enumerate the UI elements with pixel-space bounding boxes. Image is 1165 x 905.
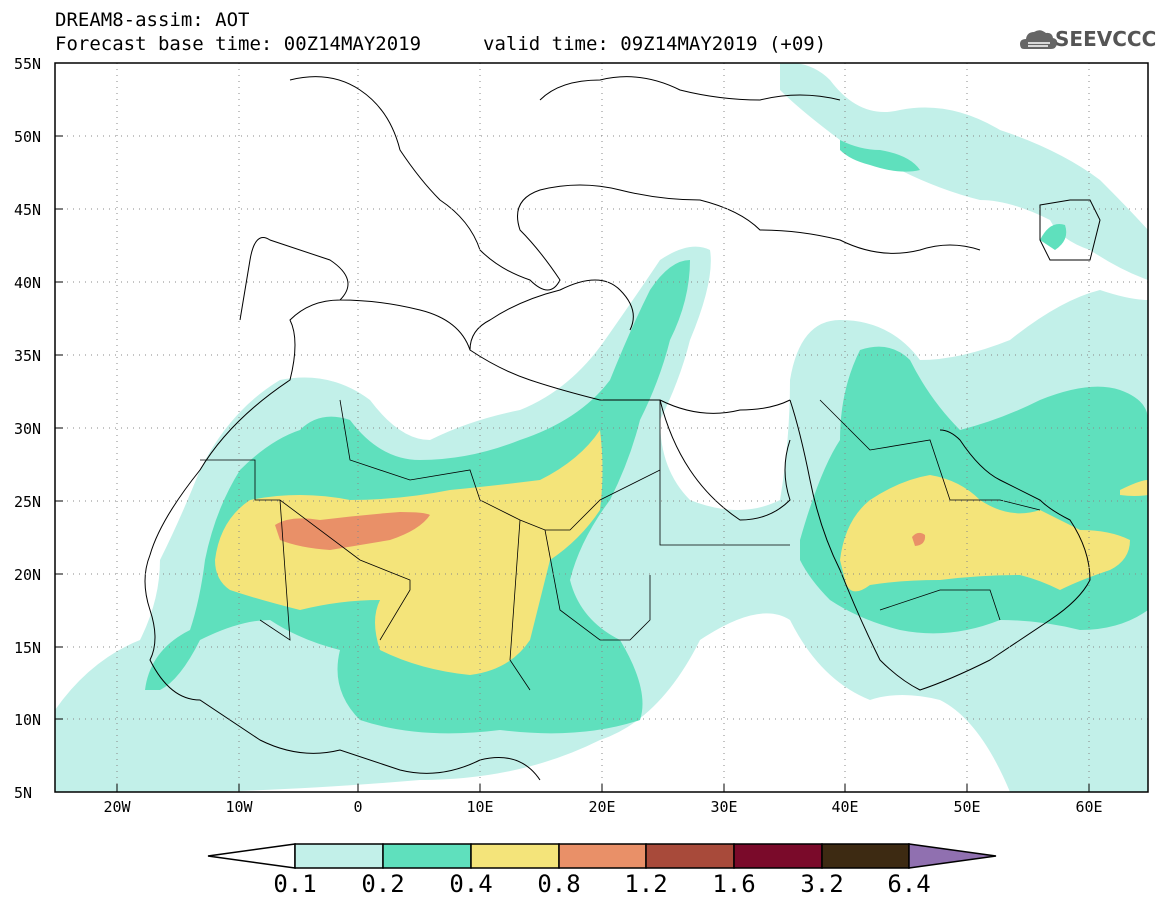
valid-time: valid time: 09Z14MAY2019 (+09) [483, 33, 827, 55]
lat-label: 50N [14, 128, 42, 146]
lat-label: 20N [14, 566, 42, 584]
lon-label: 60E [1075, 798, 1103, 816]
colorbar-bin-6 [733, 843, 823, 869]
aot-level-0-8 [275, 512, 926, 550]
colorbar-bin-2 [382, 843, 472, 869]
colorbar [207, 843, 997, 869]
cloud-icon [1020, 30, 1058, 49]
lon-label: 40E [831, 798, 859, 816]
lat-label: 10N [14, 711, 42, 729]
lat-label: 55N [14, 55, 42, 73]
lat-label: 5N [14, 784, 33, 802]
logo-text: SEEVCCC [1055, 27, 1157, 51]
lat-label: 40N [14, 274, 42, 292]
aot-level-0-4 [215, 430, 1148, 675]
colorbar-label: 0.4 [449, 870, 493, 898]
lon-label: 30E [710, 798, 738, 816]
gridlines [55, 63, 1148, 792]
coastlines [144, 76, 1101, 781]
colorbar-label: 1.2 [624, 870, 668, 898]
colorbar-under [207, 843, 296, 869]
aot-contours [55, 63, 1148, 792]
lon-label: 50E [953, 798, 981, 816]
lon-label: 10W [225, 798, 253, 816]
colorbar-over [908, 843, 997, 869]
lon-label: 20W [103, 798, 131, 816]
forecast-base-time: Forecast base time: 00Z14MAY2019 [55, 33, 422, 55]
colorbar-bin-5 [645, 843, 735, 869]
lon-label: 10E [466, 798, 494, 816]
lon-label: 0 [353, 798, 363, 816]
map-title: DREAM8-assim: AOT [55, 9, 250, 31]
colorbar-bin-4 [558, 843, 647, 869]
colorbar-label: 3.2 [800, 870, 844, 898]
lat-label: 15N [14, 639, 42, 657]
colorbar-label: 0.2 [361, 870, 405, 898]
colorbar-label: 0.8 [537, 870, 581, 898]
lat-label: 35N [14, 347, 42, 365]
country-borders [200, 399, 1041, 691]
colorbar-label: 0.1 [273, 870, 317, 898]
colorbar-bin-1 [294, 843, 384, 869]
lon-label: 20E [588, 798, 616, 816]
colorbar-label: 6.4 [887, 870, 931, 898]
tick-marks [55, 135, 1090, 792]
colorbar-label: 1.6 [712, 870, 756, 898]
lat-label: 25N [14, 493, 42, 511]
colorbar-bin-7 [821, 843, 910, 869]
lat-label: 45N [14, 201, 42, 219]
lat-label: 30N [14, 420, 42, 438]
colorbar-bin-3 [470, 843, 560, 869]
